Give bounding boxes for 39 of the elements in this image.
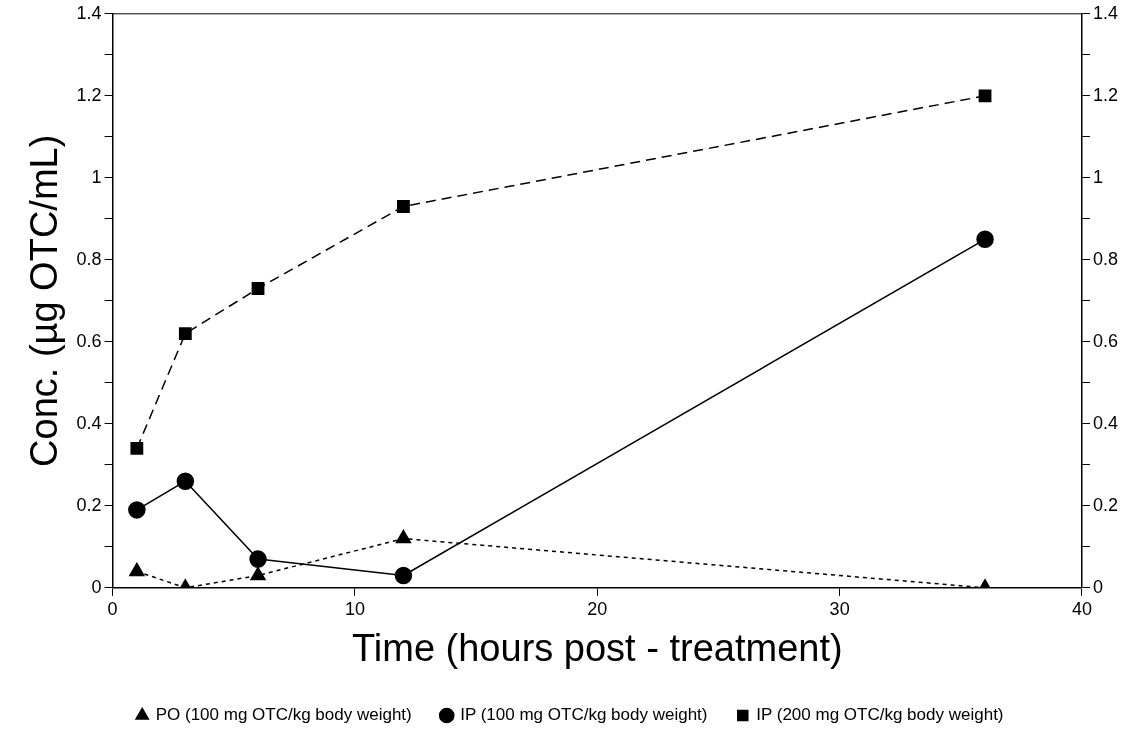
y2-tick-label: 1.2 (1092, 84, 1119, 105)
point (978, 89, 992, 103)
y-tick-label: 0 (91, 576, 102, 597)
x-tick-label: 40 (1071, 598, 1092, 619)
x-tick-label: 30 (829, 598, 850, 619)
y2-tick-label: 0.4 (1092, 412, 1119, 433)
point (130, 441, 144, 455)
point (395, 529, 412, 544)
x-tick-label: 10 (344, 598, 365, 619)
x-axis-title: Time (hours post - treatment) (351, 626, 843, 669)
y-tick-label: 1 (91, 166, 102, 187)
point (128, 501, 146, 519)
legend-label: PO (100 mg OTC/kg body weight) (155, 705, 412, 725)
y2-tick-label: 0.2 (1092, 494, 1119, 515)
point (976, 230, 994, 249)
point (250, 566, 266, 581)
legend-label: IP (100 mg OTC/kg body weight) (460, 705, 708, 725)
x-tick-label: 0 (107, 598, 118, 619)
y-tick-label: 0.4 (76, 412, 102, 433)
point (249, 550, 267, 568)
y2-tick-label: 1.4 (1092, 2, 1119, 23)
point (394, 566, 413, 585)
y-tick-label: 0.8 (76, 248, 102, 269)
y2-tick-label: 1 (1092, 166, 1103, 187)
point (129, 562, 145, 577)
point (251, 282, 265, 295)
y-axis-title: Conc. (µg OTC/mL) (23, 134, 66, 467)
y-tick-label: 1.4 (76, 2, 102, 23)
y2-tick-label: 0.6 (1092, 330, 1119, 351)
y-tick-label: 1.2 (76, 84, 102, 105)
y2-tick-label: 0 (1092, 576, 1103, 597)
point (178, 327, 192, 341)
x-tick-label: 20 (587, 598, 608, 619)
y-tick-label: 0.2 (76, 494, 102, 515)
point (176, 472, 195, 490)
y-tick-label: 0.6 (76, 330, 102, 351)
point (397, 200, 410, 213)
y2-tick-label: 0.8 (1092, 248, 1119, 269)
legend-label: IP (200 mg OTC/kg body weight) (756, 705, 1004, 725)
